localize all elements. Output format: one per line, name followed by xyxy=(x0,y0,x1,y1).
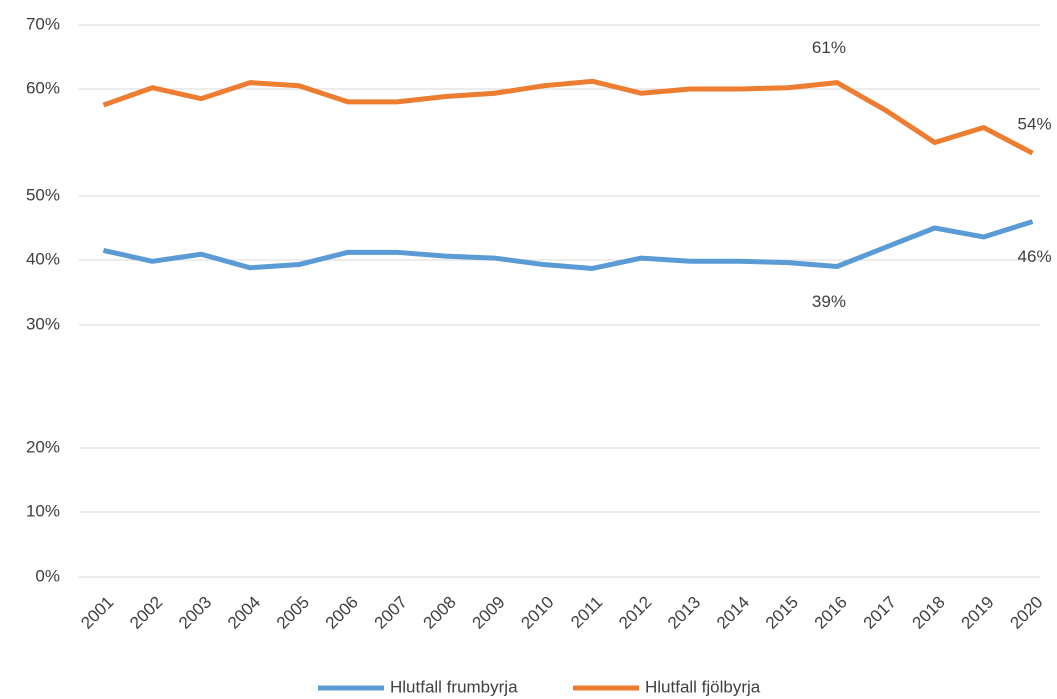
legend-label: Hlutfall fjölbyrja xyxy=(645,677,761,696)
x-tick-label: 2006 xyxy=(322,593,362,633)
x-tick-label: 2015 xyxy=(762,593,802,633)
x-tick-label: 2020 xyxy=(1006,593,1046,633)
x-tick-label: 2018 xyxy=(909,593,949,633)
line-series xyxy=(102,219,1034,271)
x-tick-label: 2011 xyxy=(567,593,606,632)
legend-label: Hlutfall frumbyrja xyxy=(390,677,518,696)
line-series xyxy=(102,78,1034,156)
x-tick-label: 2019 xyxy=(957,593,997,633)
y-tick-label: 0% xyxy=(35,566,60,585)
x-tick-label: 2008 xyxy=(420,593,460,633)
x-tick-label: 2005 xyxy=(273,593,313,633)
y-tick-label: 60% xyxy=(26,78,60,97)
data-label: 61% xyxy=(812,38,846,57)
y-tick-label: 40% xyxy=(26,249,60,268)
x-tick-label: 2004 xyxy=(224,593,264,633)
x-tick-label: 2002 xyxy=(126,593,166,633)
x-tick-label: 2001 xyxy=(77,593,117,633)
data-label: 39% xyxy=(812,292,846,311)
y-tick-label: 10% xyxy=(26,501,60,520)
y-tick-label: 50% xyxy=(26,185,60,204)
x-tick-label: 2007 xyxy=(371,593,411,633)
x-tick-label: 2016 xyxy=(811,593,851,633)
x-tick-label: 2003 xyxy=(175,593,215,633)
x-tick-label: 2013 xyxy=(664,593,704,633)
y-tick-label: 30% xyxy=(26,314,60,333)
y-tick-label: 20% xyxy=(26,437,60,456)
x-tick-label: 2017 xyxy=(860,593,900,633)
x-tick-label: 2009 xyxy=(468,593,508,633)
x-tick-label: 2010 xyxy=(517,593,557,633)
y-tick-label: 70% xyxy=(26,14,60,33)
data-label: 54% xyxy=(1018,115,1052,134)
data-label: 46% xyxy=(1018,247,1052,266)
x-tick-label: 2012 xyxy=(615,593,655,633)
x-tick-label: 2014 xyxy=(713,593,753,633)
